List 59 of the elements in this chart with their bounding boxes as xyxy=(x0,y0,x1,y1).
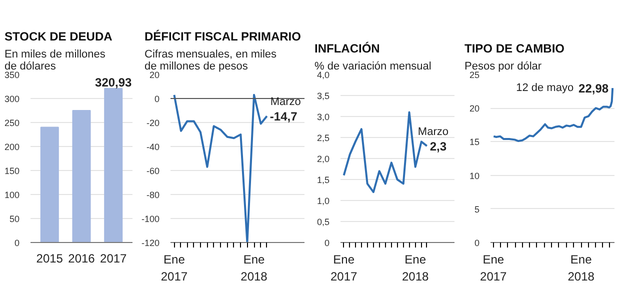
y-tick-label: -100 xyxy=(141,214,160,224)
annotation: Marzo xyxy=(418,126,448,138)
chart-title: DÉFICIT FISCAL PRIMARIO xyxy=(144,30,301,44)
annotation: Marzo xyxy=(270,96,301,108)
y-tick-label: 1,5 xyxy=(316,175,330,185)
y-tick-label: 1,0 xyxy=(316,196,330,206)
y-tick-label: 25 xyxy=(469,70,480,80)
data-label: -14,7 xyxy=(270,110,298,124)
y-tick-label: 3,0 xyxy=(316,112,330,122)
y-tick-label: 2,0 xyxy=(316,154,330,164)
y-tick-label: 300 xyxy=(4,94,20,104)
chart-subtitle: Pesos por dólar xyxy=(464,60,542,72)
y-tick-label: -60 xyxy=(146,166,160,176)
y-tick-label: 5 xyxy=(474,204,480,214)
x-tick-label: 2016 xyxy=(68,252,96,266)
y-tick-label: 150 xyxy=(4,166,20,176)
y-tick-label: 350 xyxy=(4,70,20,80)
y-tick-label: 2,5 xyxy=(316,133,330,143)
y-tick-label: 0,5 xyxy=(316,217,330,227)
chart-subtitle: Cifras mensuales, en miles de millones de pesos xyxy=(144,48,278,72)
data-label: 2,3 xyxy=(430,139,447,154)
annotation: 12 de mayo xyxy=(516,82,574,94)
x-tick-label: Ene 2017 xyxy=(330,252,358,284)
y-tick-label: 4,0 xyxy=(316,70,330,80)
x-tick-label: 2017 xyxy=(100,252,128,266)
y-tick-label: 15 xyxy=(469,137,480,148)
y-tick-label: -20 xyxy=(146,118,160,128)
y-tick-label: 100 xyxy=(4,190,20,200)
data-label: 22,98 xyxy=(578,82,609,96)
y-tick-label: 0 xyxy=(14,238,20,248)
y-tick-label: -80 xyxy=(146,190,160,200)
y-tick-label: 0 xyxy=(324,238,330,248)
y-tick-label: 0 xyxy=(154,94,160,104)
chart-subtitle: % de variación mensual xyxy=(314,60,432,72)
chart-title: INFLACIÓN xyxy=(314,42,380,56)
x-tick-label: 2015 xyxy=(36,252,64,266)
y-tick-label: -120 xyxy=(141,238,160,248)
y-tick-label: 0 xyxy=(474,238,480,248)
y-tick-label: 3,5 xyxy=(316,91,330,101)
bar xyxy=(40,126,59,242)
y-tick-label: 10 xyxy=(469,170,480,181)
chart-subtitle: En miles de millones de dólares xyxy=(4,48,106,72)
y-tick-label: 20 xyxy=(469,104,480,114)
y-tick-label: 250 xyxy=(4,118,20,128)
x-tick-label: Ene 2017 xyxy=(480,252,508,284)
y-tick-label: -40 xyxy=(146,142,160,152)
bar xyxy=(72,110,91,242)
chart-title: TIPO DE CAMBIO xyxy=(464,42,565,56)
x-tick-label: Ene 2018 xyxy=(568,252,595,284)
y-tick-label: 20 xyxy=(149,70,160,80)
data-label: 320,93 xyxy=(95,75,132,90)
y-tick-label: 50 xyxy=(9,214,20,224)
chart-title: STOCK DE DEUDA xyxy=(4,30,113,44)
x-tick-label: Ene 2017 xyxy=(160,252,188,284)
x-tick-label: Ene 2018 xyxy=(240,252,268,284)
y-tick-label: 200 xyxy=(4,142,20,152)
x-tick-label: Ene 2018 xyxy=(402,252,429,284)
bar xyxy=(104,88,123,242)
line-series xyxy=(173,94,268,242)
